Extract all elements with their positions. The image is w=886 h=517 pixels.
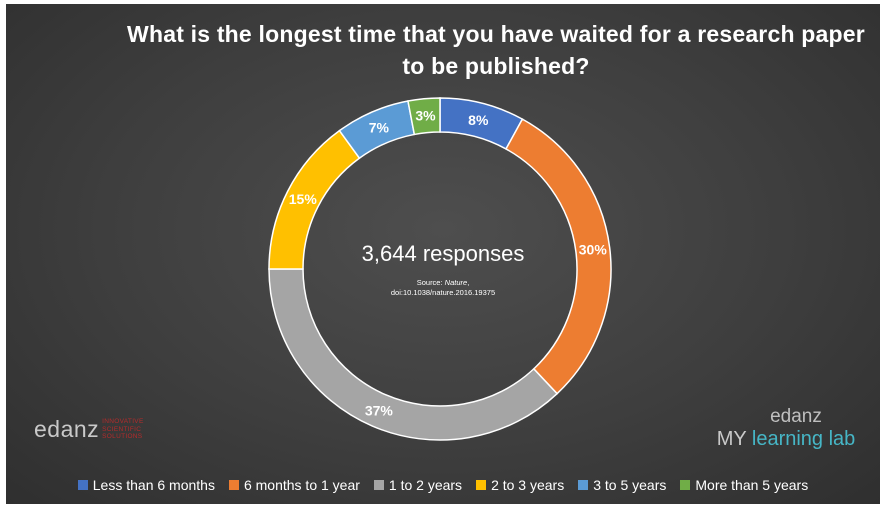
legend-item: 3 to 5 years: [578, 476, 666, 494]
source-prefix: Source:: [416, 278, 443, 287]
edanz-logo-word: edanz: [34, 416, 100, 442]
legend-swatch: [373, 480, 384, 490]
legend-swatch: [228, 480, 239, 490]
slice-percent-label: 37%: [365, 402, 394, 418]
my-learning-lab-logo: edanz MY learning lab: [706, 406, 866, 451]
chart-slide: 8% 30% 37% 15% 7% 3% What is the longest time…: [6, 4, 880, 504]
donut-slices: [268, 97, 612, 441]
legend-label: 6 months to 1 year: [243, 477, 360, 493]
legend-label: 3 to 5 years: [593, 477, 667, 493]
tagline-line-3: SOLUTIONS: [102, 433, 143, 441]
learning-lab-logo-top: edanz: [770, 406, 822, 427]
responses-count: 3,644 responses: [361, 241, 525, 266]
source-name: Nature: [444, 278, 468, 287]
tagline-line-1: INNOVATIVE: [102, 418, 144, 426]
legend-swatch: [578, 480, 589, 490]
legend-item: Less than 6 months: [77, 476, 215, 494]
legend-label: More than 5 years: [695, 477, 809, 493]
legend-swatch: [77, 480, 88, 490]
source-doi: doi:10.1038/nature.2016.19375: [390, 288, 496, 297]
slice-percent-label: 8%: [468, 112, 489, 128]
legend-item: 6 months to 1 year: [228, 476, 360, 494]
donut-chart: 8% 30% 37% 15% 7% 3%: [268, 97, 612, 441]
chart-title: What is the longest time that you have w…: [127, 21, 865, 79]
legend-swatch: [476, 480, 487, 490]
learning-lab-logo-rest: learning lab: [751, 428, 856, 450]
edanz-logo-tagline: INNOVATIVE SCIENTIFIC SOLUTIONS: [102, 418, 143, 441]
donut-slice: [407, 97, 441, 136]
slice-percent-label: 3%: [415, 108, 436, 124]
edanz-logo: edanz INNOVATIVE SCIENTIFIC SOLUTIONS: [34, 416, 144, 443]
legend-label: 2 to 3 years: [491, 477, 565, 493]
legend-swatch: [680, 480, 691, 490]
legend-item: 2 to 3 years: [476, 476, 564, 494]
legend-label: 1 to 2 years: [388, 477, 463, 493]
chart-legend: Less than 6 months 6 months to 1 year 1 to…: [6, 476, 880, 494]
legend-label: Less than 6 months: [92, 477, 215, 493]
slice-percent-label: 15%: [289, 191, 318, 207]
slice-percent-label: 7%: [369, 120, 390, 136]
center-annotation: 3,644 responses Source: Nature, doi:10.1…: [343, 240, 543, 298]
learning-lab-logo-my: MY: [716, 428, 747, 450]
learning-lab-logo-bottom: MY learning lab: [706, 427, 866, 451]
legend-item: More than 5 years: [680, 476, 808, 494]
legend-item: 1 to 2 years: [373, 476, 463, 494]
source-note: Source: Nature, doi:10.1038/nature.2016.…: [390, 278, 496, 297]
slice-percent-label: 30%: [579, 242, 608, 258]
donut-labels: 8% 30% 37% 15% 7% 3%: [289, 108, 608, 419]
tagline-line-2: SCIENTIFIC: [102, 425, 142, 433]
